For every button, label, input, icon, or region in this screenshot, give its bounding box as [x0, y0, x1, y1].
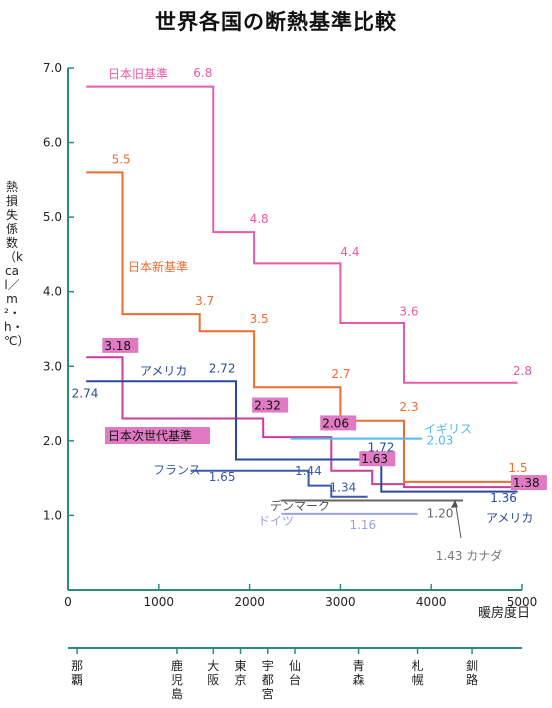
data-label-bg — [510, 475, 547, 491]
data-label: 2.03 — [427, 434, 454, 448]
city-label: 宇都宮 — [262, 659, 274, 701]
city-label: 那覇 — [71, 659, 83, 687]
data-label-bg — [320, 415, 357, 431]
axes: 1.0 2.0 3.0 4.0 5.0 6.0 7.0 0 1000 2000 3000 4000 50… — [43, 61, 537, 701]
data-label: 2.8 — [513, 364, 532, 378]
legend-next: 日本次世代基準 — [108, 428, 192, 443]
canada-arrowhead — [451, 500, 458, 508]
data-label: 2.74 — [72, 387, 99, 401]
data-label: 1.16 — [349, 518, 376, 532]
city-label: 札幌 — [412, 659, 424, 687]
x-tick-label: 5000 — [507, 595, 538, 609]
x-tick-label: 0 — [64, 595, 72, 609]
y-tick-label: 5.0 — [43, 210, 62, 224]
legend-germany: ドイツ — [258, 514, 294, 528]
y-tick-label: 4.0 — [43, 285, 62, 299]
data-label: 3.7 — [195, 294, 214, 308]
y-tick-label: 3.0 — [43, 359, 62, 373]
data-label: 2.7 — [331, 367, 350, 381]
legend-usa-bottom: アメリカ — [486, 511, 533, 525]
chart-title: 世界各国の断熱基準比較 — [155, 10, 397, 34]
data-label: 2.06 — [322, 416, 349, 430]
data-label: 4.8 — [250, 212, 269, 226]
city-label: 仙台 — [289, 659, 301, 687]
data-label: 6.8 — [193, 66, 212, 80]
data-label: 2.3 — [399, 400, 418, 414]
data-label: 1.20 — [427, 507, 454, 521]
data-label: 3.6 — [399, 305, 418, 319]
series-line — [86, 85, 518, 384]
city-label: 大阪 — [207, 659, 219, 687]
data-label: 1.65 — [209, 470, 236, 484]
y-axis-label: 熱損失係数（kcal／m²・h・℃） — [4, 180, 30, 348]
series-line — [190, 469, 368, 498]
city-label: 釧路 — [466, 659, 478, 687]
y-tick-label: 1.0 — [43, 508, 62, 522]
legend-old: 日本旧基準 — [108, 66, 168, 81]
data-label: 1.36 — [490, 491, 517, 505]
city-label: 青森 — [353, 659, 365, 687]
data-label: 2.72 — [209, 361, 236, 375]
data-label: 1.38 — [513, 476, 540, 490]
data-label: 1.72 — [368, 440, 395, 454]
data-label: 2.32 — [254, 399, 281, 413]
data-label: 1.5 — [508, 461, 527, 475]
data-label: 3.5 — [250, 312, 269, 326]
x-tick-label: 4000 — [416, 595, 447, 609]
data-label-bg — [252, 397, 289, 413]
legend-denmark: デンマーク — [270, 498, 330, 513]
series-line — [86, 171, 518, 483]
data-label: 1.44 — [295, 464, 322, 478]
legend-usa-top: アメリカ — [140, 364, 187, 378]
data-label-bg — [359, 451, 396, 467]
data-label: 5.5 — [112, 152, 131, 166]
series-line — [86, 356, 518, 489]
legend-next-bg — [105, 427, 210, 444]
x-tick-label: 1000 — [144, 595, 175, 609]
data-label: 4.4 — [340, 245, 359, 259]
data-label-bg — [102, 337, 139, 353]
x-tick-label: 2000 — [234, 595, 265, 609]
series-group — [86, 85, 518, 515]
city-label: 鹿児島 — [171, 658, 183, 701]
legend-france: フランス — [153, 463, 201, 477]
x-axis-label: 暖房度日 — [478, 605, 530, 621]
city-label: 東京 — [235, 659, 247, 687]
y-tick-label: 7.0 — [43, 61, 62, 75]
y-tick-label: 6.0 — [43, 136, 62, 150]
series-line — [86, 380, 518, 493]
y-tick-label: 2.0 — [43, 434, 62, 448]
labels-group: 6.8 4.8 4.4 3.6 2.8 5.5 3.7 3.5 2.7 2.3 1.5 3.18 2.3… — [72, 66, 547, 563]
x-tick-label: 3000 — [325, 595, 356, 609]
data-label: 1.34 — [330, 481, 357, 495]
data-label: 1.43 カナダ — [436, 548, 503, 563]
legend-uk: イギリス — [424, 422, 472, 436]
legend-new: 日本新基準 — [128, 259, 188, 274]
data-label: 1.63 — [361, 452, 388, 466]
data-label: 3.18 — [104, 339, 131, 353]
